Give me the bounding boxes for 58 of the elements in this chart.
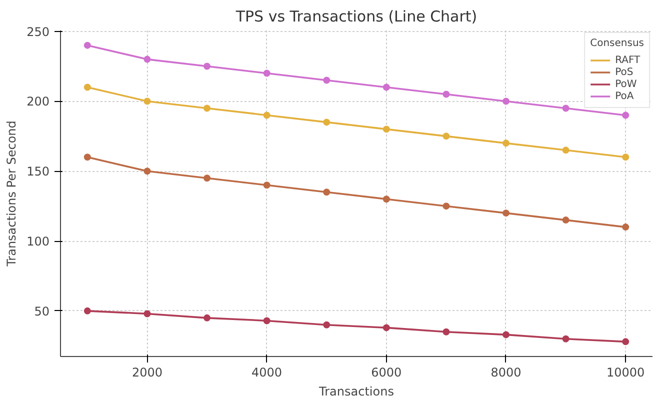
point — [622, 224, 630, 231]
y-tick-label: 50 — [34, 304, 50, 318]
legend-title: Consensus — [590, 38, 644, 49]
point — [382, 324, 390, 332]
point — [622, 338, 630, 346]
point — [562, 104, 570, 112]
x-tick-label: 10000 — [606, 366, 645, 380]
legend-label: RAFT — [615, 54, 640, 66]
x-tick-label: 2000 — [132, 366, 162, 380]
point — [323, 188, 330, 196]
y-axis-title: Transactions Per Second — [4, 120, 19, 268]
point — [382, 84, 390, 91]
y-tick-label: 150 — [26, 164, 50, 179]
x-tick-label: 6000 — [371, 366, 402, 380]
point — [84, 42, 91, 49]
point — [84, 307, 91, 314]
y-tick-label: 100 — [26, 234, 50, 249]
point — [204, 62, 211, 70]
y-tick-label: 250 — [26, 24, 50, 39]
point — [323, 118, 330, 126]
x-tick-label: 8000 — [490, 366, 522, 380]
point — [204, 174, 211, 182]
point — [84, 154, 91, 161]
point — [382, 196, 390, 203]
point — [204, 314, 211, 322]
point — [562, 146, 570, 154]
point — [502, 98, 510, 105]
point — [442, 328, 450, 336]
point — [382, 126, 390, 133]
point — [263, 112, 270, 119]
legend-label: PoS — [615, 66, 634, 78]
point — [562, 216, 570, 224]
point — [502, 210, 510, 217]
x-tick-label: 4000 — [252, 366, 282, 380]
point — [263, 182, 270, 189]
legend-label: PoW — [615, 78, 637, 90]
point — [442, 90, 450, 98]
point — [323, 76, 330, 84]
point — [204, 104, 211, 112]
point — [144, 168, 151, 175]
point — [263, 317, 270, 324]
point — [442, 132, 450, 140]
point — [144, 310, 151, 318]
x-axis-title: Transactions — [318, 384, 394, 398]
point — [622, 154, 630, 161]
point — [323, 321, 330, 328]
point — [622, 112, 630, 119]
point — [84, 84, 91, 91]
point — [263, 70, 270, 77]
point — [502, 331, 510, 338]
point — [442, 202, 450, 210]
point — [144, 56, 151, 63]
legend-label: PoA — [615, 90, 635, 102]
point — [144, 98, 151, 105]
point — [562, 335, 570, 342]
chart-title: TPS vs Transactions (Line Chart) — [234, 8, 478, 26]
point — [502, 140, 510, 147]
y-tick-label: 200 — [26, 94, 50, 109]
